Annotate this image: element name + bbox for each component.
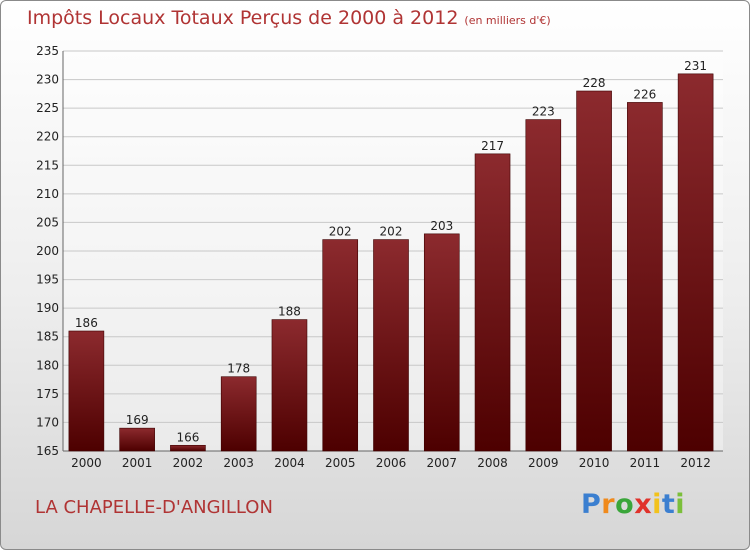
- y-tick-label: 180: [36, 358, 59, 372]
- bar-value-label: 202: [380, 225, 403, 239]
- commune-name: LA CHAPELLE-D'ANGILLON: [35, 497, 273, 518]
- bar-value-label: 203: [430, 219, 453, 233]
- chart-unit-label: (en milliers d'€): [464, 14, 551, 27]
- x-tick-label: 2001: [122, 456, 153, 470]
- bar: [170, 444, 206, 452]
- brand-letter: P: [581, 489, 602, 520]
- brand-letter: x: [634, 489, 653, 520]
- y-tick-label: 200: [36, 244, 59, 258]
- bar-value-label: 169: [126, 413, 149, 427]
- bar-value-label: 226: [633, 87, 656, 101]
- x-tick-label: 2009: [528, 456, 559, 470]
- y-tick-label: 175: [36, 387, 59, 401]
- y-tick-label: 210: [36, 187, 59, 201]
- x-tick-label: 2011: [630, 456, 661, 470]
- x-tick-label: 2012: [680, 456, 711, 470]
- bar-value-label: 202: [329, 225, 352, 239]
- bar: [119, 427, 155, 452]
- bar: [576, 90, 612, 452]
- brand-letter: o: [615, 489, 635, 520]
- y-tick-label: 185: [36, 330, 59, 344]
- bar-value-label: 217: [481, 139, 504, 153]
- bar-value-label: 228: [583, 76, 606, 90]
- bar-value-label: 166: [176, 430, 199, 444]
- y-tick-label: 235: [36, 44, 59, 58]
- x-tick-label: 2000: [71, 456, 102, 470]
- bar: [423, 233, 460, 452]
- x-tick-label: 2008: [477, 456, 508, 470]
- brand-letter: i: [675, 489, 686, 520]
- y-tick-label: 170: [36, 415, 59, 429]
- x-tick-label: 2005: [325, 456, 356, 470]
- x-tick-label: 2002: [173, 456, 204, 470]
- chart-title-text: Impôts Locaux Totaux Perçus de 2000 à 20…: [27, 7, 459, 29]
- x-tick-label: 2003: [223, 456, 254, 470]
- x-tick-label: 2006: [376, 456, 407, 470]
- y-tick-label: 225: [36, 101, 59, 115]
- y-tick-label: 220: [36, 130, 59, 144]
- y-tick-label: 230: [36, 73, 59, 87]
- brand-letter: i: [652, 489, 662, 520]
- bar-value-label: 223: [532, 105, 555, 119]
- bar-value-label: 186: [75, 316, 98, 330]
- x-tick-label: 2007: [426, 456, 457, 470]
- brand-letter: t: [661, 489, 676, 520]
- bar: [68, 330, 105, 452]
- x-tick-label: 2004: [274, 456, 305, 470]
- y-tick-label: 165: [36, 444, 59, 458]
- bar: [373, 239, 409, 452]
- bar: [271, 319, 308, 452]
- y-tick-label: 205: [36, 215, 59, 229]
- bar-value-label: 231: [684, 59, 707, 73]
- y-tick-label: 195: [36, 273, 59, 287]
- y-tick-label: 215: [36, 158, 59, 172]
- bar: [627, 102, 663, 452]
- bar-value-label: 178: [227, 362, 250, 376]
- brand-letter: r: [601, 489, 616, 520]
- chart-title: Impôts Locaux Totaux Perçus de 2000 à 20…: [27, 7, 551, 29]
- bar: [322, 239, 359, 452]
- x-tick-label: 2010: [579, 456, 610, 470]
- y-tick-label: 190: [36, 301, 59, 315]
- bar: [525, 119, 562, 452]
- bar: [677, 73, 714, 452]
- bar-value-label: 188: [278, 305, 301, 319]
- bar: [474, 153, 511, 452]
- proxiti-logo: Proxiti: [581, 489, 685, 520]
- bar: [220, 376, 257, 452]
